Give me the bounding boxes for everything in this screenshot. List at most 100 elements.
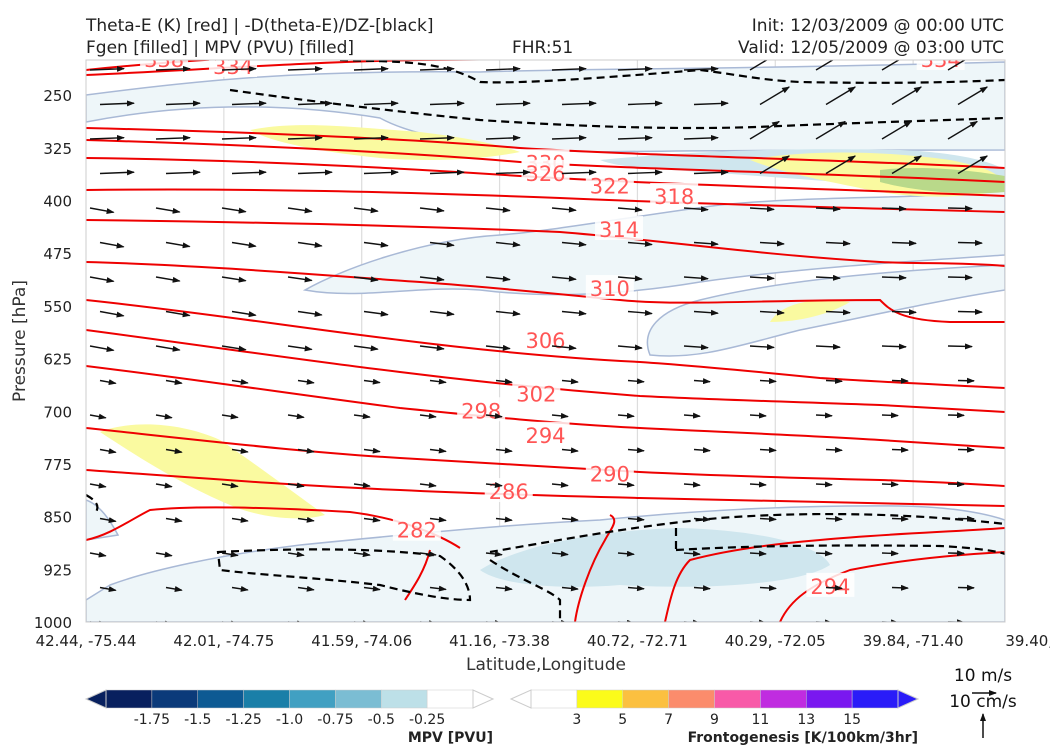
wind-vector: [485, 65, 521, 72]
wind-vector: [429, 516, 447, 523]
wind-vector: [881, 550, 899, 557]
wind-vector: [297, 169, 333, 176]
wind-vector: [881, 412, 899, 419]
wind-vector: [297, 516, 315, 523]
wind-vector: [495, 378, 513, 385]
wind-vector: [825, 155, 857, 175]
wind-vector: [627, 240, 653, 247]
mpv-colorbar-swatch: [335, 689, 382, 709]
x-tick-label: 41.16, -73.38: [449, 632, 550, 650]
wind-vector: [825, 515, 843, 522]
wind-vector: [749, 412, 767, 419]
fgen-region-right-green: [880, 167, 1005, 194]
x-tick-label: 40.29, -72.05: [725, 632, 826, 650]
fgen-colorbar-extend-left: [509, 689, 532, 709]
wind-vector: [693, 378, 711, 385]
theta-e-label-bg: [650, 182, 699, 207]
wind-vector: [683, 412, 701, 419]
wind-vector: [353, 345, 379, 352]
title-line-1: Theta-E (K) [red] | -D(theta-E)/DZ-[blac…: [86, 16, 434, 36]
wind-vector: [749, 481, 767, 488]
wind-vector: [99, 448, 117, 455]
wind-vector: [419, 482, 437, 489]
wind-vector: [759, 447, 777, 454]
theta-e-label: 334: [213, 55, 253, 79]
wind-vector: [617, 134, 653, 141]
wind-vector: [627, 516, 645, 523]
fgen-colorbar-tick: 7: [664, 712, 673, 728]
mpv-colorbar-extend-left: [84, 689, 107, 709]
theta-e-label-bg: [806, 572, 855, 597]
wind-vector: [495, 169, 531, 176]
init-time: Init: 12/03/2009 @ 00:00 UTC: [751, 16, 1004, 36]
mpv-colorbar-label: MPV [PVU]: [408, 730, 493, 746]
mpv-colorbar-extend-right: [472, 689, 495, 709]
mpv-colorbar-swatch: [426, 689, 474, 709]
wind-vector: [891, 377, 909, 384]
wind-vector: [495, 310, 521, 317]
wind-vector: [693, 169, 729, 176]
wind-vector: [551, 206, 577, 213]
wind-vector: [617, 275, 643, 282]
mpv-colorbar-tick: -0.5: [368, 712, 395, 728]
wind-vector: [231, 447, 249, 454]
wind-vector: [297, 447, 315, 454]
plot-area: 3343383343303263223183143103063022982942…: [86, 55, 1005, 622]
wind-vector: [881, 481, 899, 488]
fgen-colorbar-swatch: [668, 689, 715, 709]
wind-vector: [165, 586, 183, 592]
mpv-colorbar: -1.75 -1.5 -1.25 -1.0 -0.75 -0.5 -0.25: [84, 689, 495, 728]
wind-vector: [419, 345, 445, 352]
y-tick-label: 400: [43, 193, 72, 211]
wind-vector: [551, 344, 577, 351]
wind-vector: [353, 551, 371, 558]
wind-vector: [617, 481, 635, 488]
x-tick-label: 40.72, -72.71: [587, 632, 688, 650]
wind-vector: [815, 274, 841, 281]
wind-vector: [693, 447, 711, 454]
wind-vector: [881, 343, 907, 350]
wind-vector: [891, 155, 923, 175]
wind-vector: [363, 100, 399, 107]
wind-vector: [561, 169, 597, 176]
wind-vector: [627, 309, 653, 316]
wind-vector: [759, 378, 777, 385]
valid-time: Valid: 12/05/2009 @ 03:00 UTC: [738, 38, 1004, 58]
wind-vector: [627, 447, 645, 454]
fgen-colorbar-tick: 11: [751, 712, 769, 728]
theta-e-label-bg: [595, 216, 644, 241]
wind-vector: [749, 275, 775, 282]
wind-vector: [815, 205, 841, 212]
wind-vector: [881, 120, 913, 140]
wind-vector: [353, 413, 371, 420]
x-tick-label: 39.84, -71.40: [863, 632, 964, 650]
wind-vector: [429, 585, 447, 592]
wind-vector: [815, 60, 835, 71]
wind-vector: [99, 100, 135, 107]
wind-vector: [99, 310, 125, 318]
wind-vector: [683, 481, 701, 488]
wind-vector: [825, 584, 843, 591]
mpv-colorbar-swatch: [381, 689, 428, 709]
wind-vector: [947, 205, 973, 212]
wind-vector: [485, 550, 503, 557]
wind-vector: [561, 516, 579, 523]
wind-vector: [683, 550, 701, 557]
wind-vector: [815, 550, 833, 557]
mpv-colorbar-tick: -0.75: [317, 712, 353, 728]
wind-vector: [89, 413, 107, 420]
wind-vector: [815, 481, 833, 488]
wind-vector: [627, 378, 645, 385]
forecast-hour: FHR:51: [512, 38, 574, 58]
theta-e-label: 322: [590, 174, 630, 198]
theta-e-label: 298: [461, 399, 501, 423]
wind-vector: [221, 482, 239, 489]
wind-vector: [287, 65, 323, 72]
wind-vector: [617, 412, 635, 419]
theta-e-label-bg: [392, 516, 441, 541]
wind-vector: [683, 344, 709, 351]
theta-e-label: 306: [525, 329, 565, 353]
wind-vector: [957, 308, 983, 315]
x-tick-label: 42.44, -75.44: [36, 632, 137, 650]
